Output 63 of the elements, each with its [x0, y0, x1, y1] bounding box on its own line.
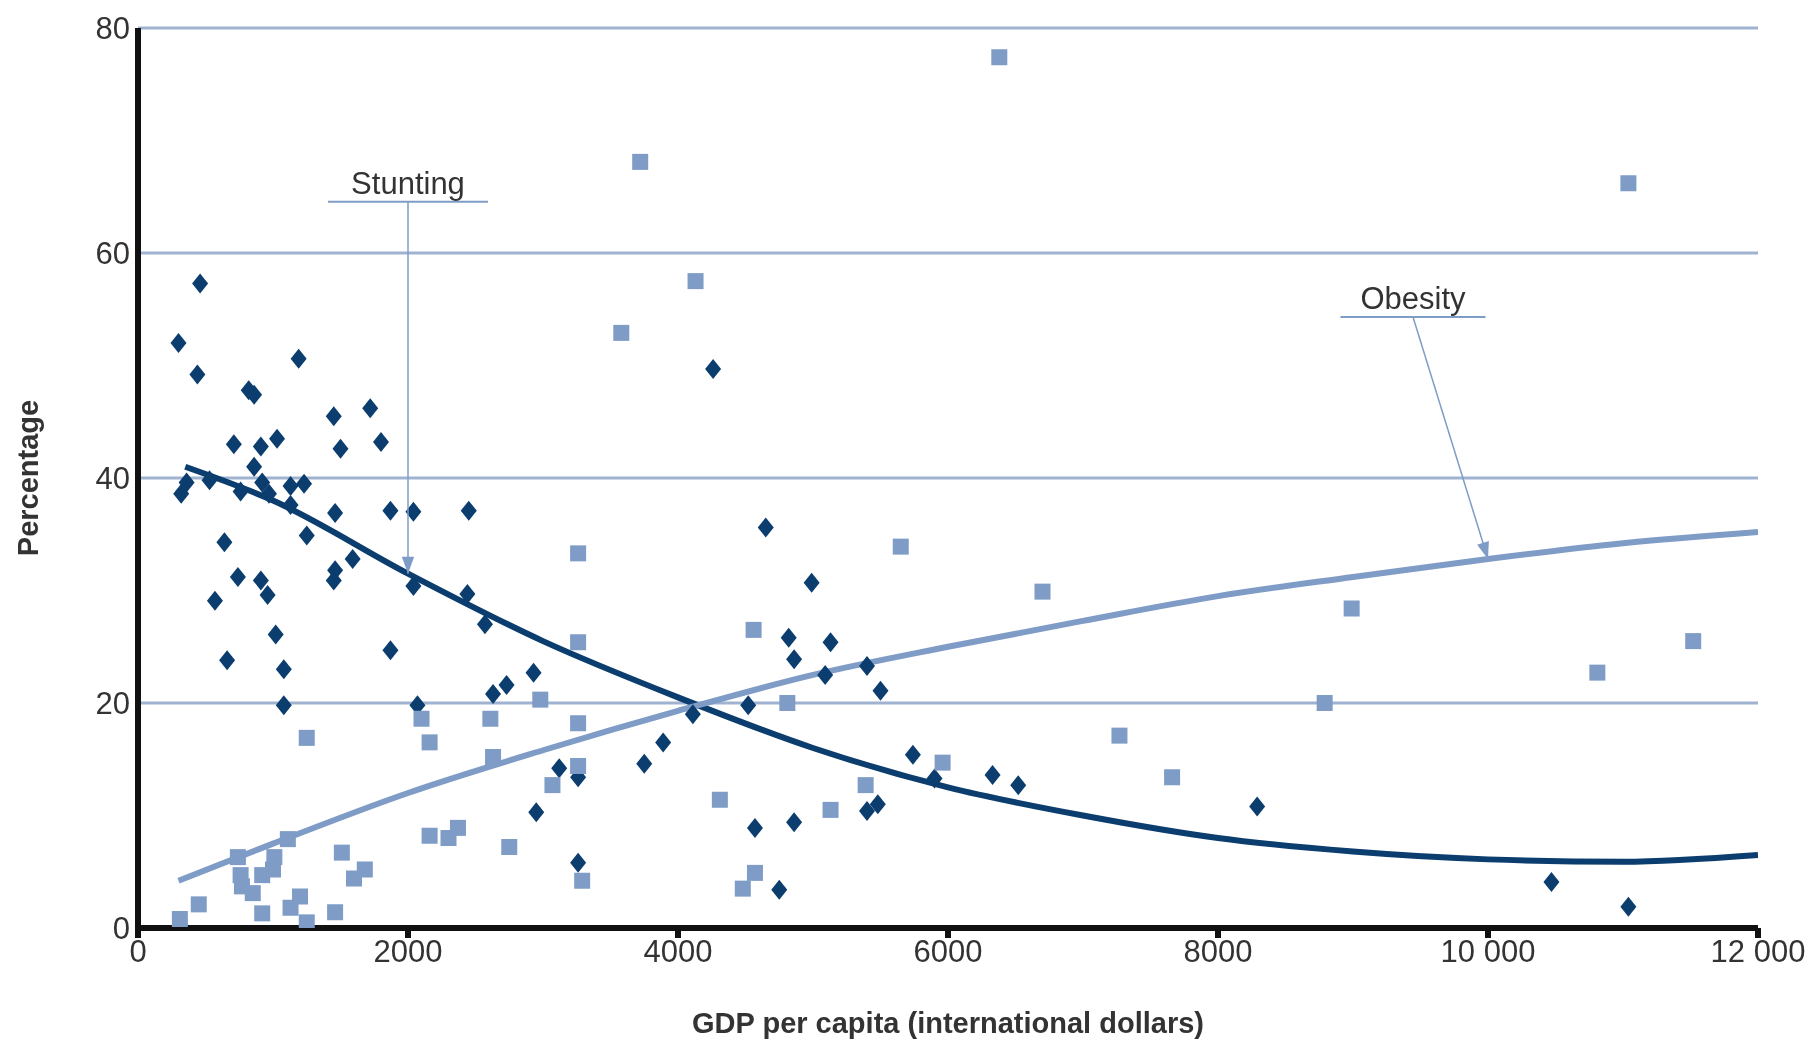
point — [171, 911, 188, 927]
point — [1343, 600, 1360, 617]
y-tick-label: 60 — [95, 236, 130, 272]
y-tick-label: 80 — [95, 11, 130, 47]
point — [229, 849, 246, 866]
point — [734, 880, 751, 897]
point — [279, 831, 296, 848]
point — [632, 153, 649, 170]
point — [687, 273, 704, 290]
point — [934, 754, 951, 771]
point — [244, 885, 261, 902]
point — [482, 710, 499, 727]
x-tick-label: 12 000 — [1710, 934, 1806, 970]
point — [570, 758, 587, 774]
point — [1620, 175, 1637, 192]
x-tick-label: 10 000 — [1440, 934, 1536, 970]
y-tick-label: 20 — [95, 686, 130, 722]
text: Obesity — [1360, 281, 1467, 316]
point — [485, 749, 502, 765]
x-tick-label: 6000 — [913, 934, 983, 970]
point — [421, 734, 438, 751]
point — [449, 819, 466, 836]
point — [282, 899, 299, 916]
x-tick-label: 8000 — [1183, 934, 1253, 970]
point — [327, 904, 344, 921]
point — [1589, 664, 1606, 681]
point — [1685, 633, 1702, 650]
point — [1111, 727, 1128, 744]
y-axis-title: Percentage — [12, 399, 45, 557]
text: Stunting — [351, 165, 465, 201]
point — [779, 695, 796, 711]
point — [822, 801, 839, 818]
x-axis-title: GDP per capita (international dollars) — [692, 1007, 1204, 1039]
y-tick-label: 0 — [112, 911, 130, 947]
point — [298, 914, 315, 928]
point — [413, 710, 430, 727]
point — [333, 844, 350, 861]
point — [254, 905, 271, 922]
point — [190, 896, 207, 913]
point — [501, 839, 518, 855]
point — [266, 849, 283, 866]
y-tick-label: 40 — [95, 461, 130, 497]
point — [857, 777, 874, 794]
point — [745, 621, 762, 638]
point — [356, 861, 373, 878]
point — [298, 729, 315, 746]
point — [746, 864, 763, 881]
x-tick-label: 2000 — [373, 934, 443, 970]
point — [570, 545, 587, 562]
point — [421, 827, 438, 844]
point — [613, 324, 630, 341]
point — [544, 777, 561, 794]
point — [1164, 769, 1181, 786]
point — [532, 691, 549, 708]
point — [1034, 583, 1051, 600]
point — [991, 49, 1008, 66]
point — [574, 872, 591, 889]
point — [1316, 695, 1333, 711]
point — [711, 791, 728, 808]
point — [892, 538, 909, 555]
point — [570, 715, 587, 732]
x-tick-label: 4000 — [643, 934, 713, 970]
point — [570, 634, 587, 651]
